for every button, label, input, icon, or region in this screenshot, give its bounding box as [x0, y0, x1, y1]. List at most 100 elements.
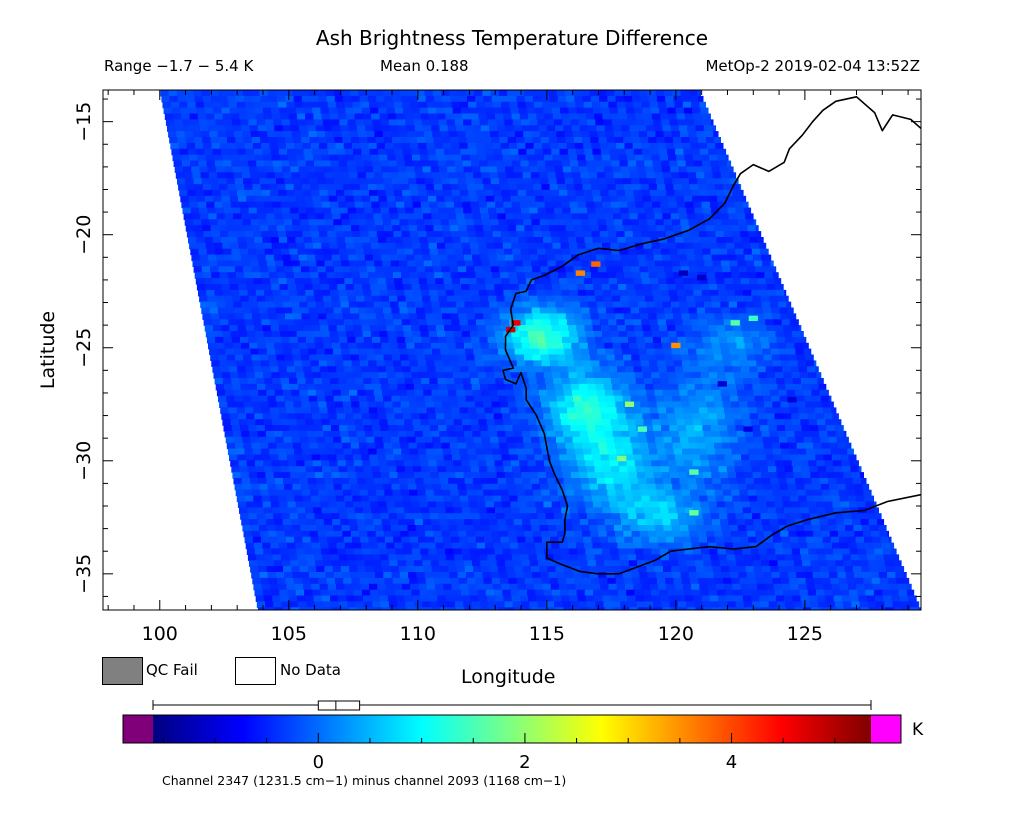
heatmap-cell — [239, 378, 249, 385]
heatmap-cell — [243, 137, 253, 144]
heatmap-cell — [319, 407, 329, 414]
heatmap-cell — [581, 266, 591, 273]
heatmap-cell — [613, 301, 622, 309]
heatmap-cell — [530, 301, 540, 309]
heatmap-cell — [417, 360, 427, 367]
heatmap-cell — [580, 301, 589, 309]
heatmap-cell — [262, 148, 272, 156]
heatmap-cell — [545, 248, 555, 256]
heatmap-cell — [381, 301, 391, 309]
heatmap-cell — [203, 319, 213, 326]
heatmap-cell — [672, 90, 682, 97]
heatmap-cell — [294, 319, 304, 326]
heatmap-cell — [612, 166, 622, 173]
heatmap-cell — [480, 342, 490, 350]
heatmap-cell — [353, 195, 363, 203]
heatmap-cell — [375, 137, 385, 144]
heatmap-cell — [456, 436, 466, 444]
heatmap-cell — [330, 289, 339, 297]
heatmap-cell — [767, 419, 777, 426]
heatmap-cell — [804, 354, 814, 361]
heatmap-cell — [802, 342, 809, 350]
heatmap-cell — [460, 413, 470, 420]
heatmap-cell — [760, 383, 770, 391]
heatmap-cell — [285, 360, 295, 367]
heatmap-cell — [437, 419, 446, 426]
heatmap-cell — [613, 389, 623, 397]
heatmap-cell — [252, 184, 262, 191]
heatmap-cell — [387, 289, 397, 297]
heatmap-cell — [280, 113, 290, 120]
heatmap-cell — [365, 301, 375, 309]
heatmap-cell — [575, 101, 585, 109]
heatmap-cell — [842, 425, 844, 432]
heatmap-cell — [425, 137, 435, 144]
heatmap-cell — [562, 295, 572, 303]
heatmap-cell — [264, 378, 274, 385]
heatmap-cell — [517, 319, 527, 326]
heatmap-cell — [426, 360, 435, 367]
heatmap-cell — [744, 472, 754, 479]
heatmap-cell — [818, 472, 828, 479]
heatmap-cell — [461, 331, 471, 338]
heatmap-cell — [388, 160, 398, 167]
heatmap-cell — [515, 219, 524, 226]
heatmap-cell — [232, 342, 242, 350]
heatmap-cell — [637, 166, 646, 173]
heatmap-cell — [190, 160, 199, 167]
heatmap-cell — [222, 419, 232, 426]
heatmap-cell — [271, 460, 281, 467]
heatmap-cell — [490, 436, 499, 444]
heatmap-cell — [552, 331, 562, 338]
heatmap-cell — [847, 448, 854, 456]
heatmap-cell — [247, 331, 256, 338]
heatmap-cell — [419, 148, 428, 156]
heatmap-cell — [292, 178, 302, 185]
heatmap-cell — [359, 137, 368, 144]
heatmap-cell — [504, 119, 514, 126]
heatmap-cell — [193, 266, 203, 273]
heatmap-cell — [794, 342, 804, 350]
heatmap-cell — [496, 207, 506, 215]
heatmap-cell — [585, 331, 595, 338]
heatmap-cell — [671, 348, 681, 356]
heatmap-cell — [466, 313, 476, 320]
heatmap-cell — [580, 389, 590, 397]
heatmap-cell — [711, 295, 720, 303]
heatmap-cell — [805, 489, 815, 497]
heatmap-cell — [345, 284, 355, 291]
heatmap-cell — [433, 442, 443, 450]
heatmap-cell — [525, 142, 535, 150]
heatmap-cell — [414, 166, 424, 173]
heatmap-cell — [414, 213, 424, 220]
heatmap-cell — [493, 278, 502, 285]
heatmap-cell — [190, 248, 200, 256]
heatmap-cell — [521, 430, 531, 438]
heatmap-cell — [418, 278, 428, 285]
heatmap-cell — [600, 278, 610, 285]
heatmap-cell — [462, 160, 472, 167]
heatmap-cell — [275, 395, 285, 403]
heatmap-cell — [610, 201, 620, 209]
heatmap-cell — [469, 154, 479, 162]
heatmap-cell — [286, 231, 295, 238]
heatmap-cell — [350, 178, 360, 185]
heatmap-cell — [512, 207, 522, 215]
heatmap-cell — [557, 401, 567, 408]
heatmap-cell — [500, 272, 510, 279]
heatmap-cell — [696, 131, 706, 138]
heatmap-cell — [180, 107, 190, 115]
heatmap-cell — [755, 225, 759, 232]
heatmap-cell — [488, 383, 498, 391]
heatmap-cell — [820, 395, 830, 403]
heatmap-cell — [441, 313, 451, 320]
heatmap-cell — [620, 207, 629, 215]
heatmap-cell — [339, 425, 348, 432]
heatmap-cell — [604, 430, 614, 438]
heatmap-cell — [342, 313, 352, 320]
heatmap-cell — [361, 454, 371, 461]
heatmap-cell — [697, 313, 707, 320]
heatmap-cell — [355, 207, 365, 215]
heatmap-cell — [638, 131, 648, 138]
heatmap-cell — [750, 242, 760, 250]
